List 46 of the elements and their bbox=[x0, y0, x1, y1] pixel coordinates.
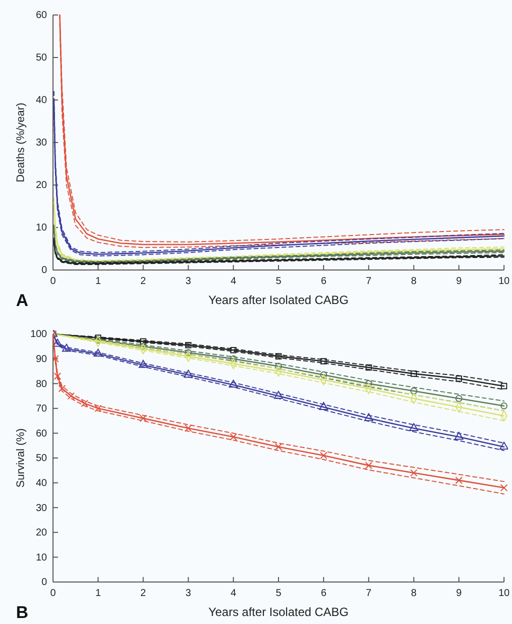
y-tick-label: 50 bbox=[36, 52, 48, 64]
x-tick-label: 4 bbox=[230, 276, 237, 287]
y-tick-label: 20 bbox=[36, 528, 48, 539]
x-tick-label: 7 bbox=[366, 276, 372, 287]
y-tick-label: 70 bbox=[36, 404, 48, 415]
x-tick-label: 2 bbox=[140, 276, 146, 287]
x-tick-label: 0 bbox=[50, 588, 56, 599]
x-tick-label: 5 bbox=[276, 276, 282, 287]
x-axis-title: Years after Isolated CABG bbox=[208, 293, 349, 307]
text: A bbox=[16, 291, 28, 310]
y-tick-label: 50 bbox=[36, 453, 48, 464]
y-tick-label: 90 bbox=[36, 354, 48, 365]
y-axis-title: Deaths (%/year) bbox=[15, 102, 27, 182]
y-tick-label: 30 bbox=[36, 138, 48, 149]
text: B bbox=[16, 603, 28, 622]
y-tick-label: 40 bbox=[36, 478, 48, 489]
x-tick-label: 6 bbox=[320, 588, 327, 599]
x-tick-label: 8 bbox=[411, 276, 418, 287]
x-tick-label: 5 bbox=[276, 588, 282, 599]
y-tick-label: 100 bbox=[30, 329, 48, 340]
y-tick-label: 80 bbox=[36, 378, 48, 390]
x-tick-label: 4 bbox=[230, 588, 237, 599]
y-tick-label: 60 bbox=[36, 428, 48, 440]
x-tick-label: 3 bbox=[186, 588, 192, 599]
x-tick-label: 0 bbox=[50, 276, 56, 287]
x-tick-label: 8 bbox=[411, 588, 418, 599]
y-tick-label: 60 bbox=[36, 10, 48, 22]
y-tick-label: 0 bbox=[41, 265, 48, 276]
x-tick-label: 1 bbox=[95, 588, 102, 599]
x-tick-label: 10 bbox=[498, 588, 510, 599]
x-tick-label: 1 bbox=[95, 276, 102, 287]
y-tick-label: 0 bbox=[41, 577, 48, 588]
x-tick-label: 7 bbox=[366, 588, 372, 599]
x-tick-label: 2 bbox=[140, 588, 146, 599]
y-tick-label: 40 bbox=[36, 95, 48, 106]
y-tick-label: 10 bbox=[36, 552, 48, 564]
x-tick-label: 6 bbox=[320, 276, 327, 287]
y-tick-label: 30 bbox=[36, 502, 48, 514]
y-tick-label: 20 bbox=[36, 180, 48, 192]
y-tick-label: 10 bbox=[36, 222, 48, 234]
y-axis-title: Survival (%) bbox=[15, 428, 27, 488]
x-tick-label: 10 bbox=[498, 276, 510, 287]
x-tick-label: 9 bbox=[456, 276, 462, 287]
x-tick-label: 9 bbox=[456, 588, 462, 599]
x-tick-label: 3 bbox=[186, 276, 192, 287]
x-axis-title: Years after Isolated CABG bbox=[208, 605, 349, 619]
